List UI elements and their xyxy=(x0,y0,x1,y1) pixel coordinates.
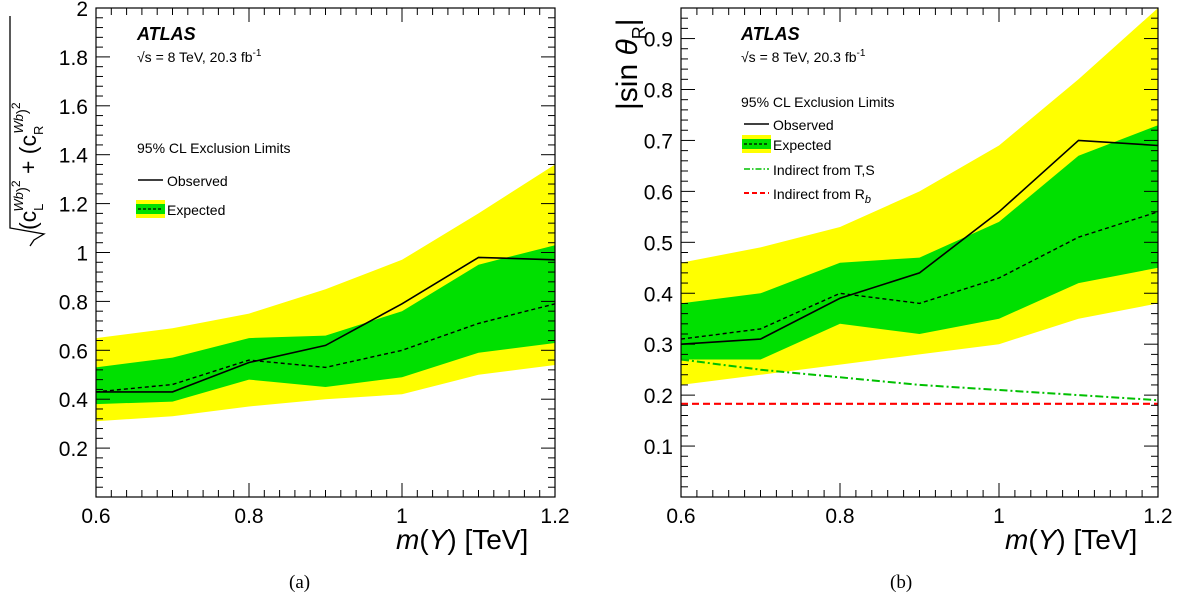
y-tick-label-a: 0.8 xyxy=(59,291,88,314)
y-tick-label-a: 0.2 xyxy=(59,438,88,461)
y-tick-label-b: 0.6 xyxy=(644,181,673,204)
legend-title-b: 95% CL Exclusion Limits xyxy=(741,94,895,110)
y-tick-label-a: 1.8 xyxy=(59,47,88,70)
y-tick-label-b: 0.1 xyxy=(644,436,673,459)
y-tick-label-a: 0.6 xyxy=(59,340,88,363)
y-tick-label-a: 1.6 xyxy=(59,96,88,119)
subfigure-label-a: (a) xyxy=(289,572,311,593)
x-tick-label-b: 0.6 xyxy=(666,505,695,528)
x-tick-label-a: 1 xyxy=(396,505,408,528)
energy-label-a: √s = 8 TeV, 20.3 fb-1 xyxy=(137,48,262,65)
atlas-label-b: ATLAS xyxy=(740,24,800,44)
observed-line-b xyxy=(680,139,1159,345)
x-tick-label-a: 1.2 xyxy=(540,505,569,528)
legend-indirect-ts: Indirect from T,S xyxy=(773,162,875,178)
y-tick-label-a: 1.2 xyxy=(59,194,88,217)
chart-panel-b: 0.6 0.8 1 1.2 0.1 0.2 0.3 0.4 0.5 0.6 0.7 0.8 0.9 A… xyxy=(611,7,1173,555)
y-tick-label-a: 1 xyxy=(76,243,88,266)
observed-line-a xyxy=(96,256,556,393)
xlabel-b: m(Y) [TeV] xyxy=(1005,524,1137,555)
energy-label-b: √s = 8 TeV, 20.3 fb-1 xyxy=(741,48,866,65)
indirect-ts-line xyxy=(680,358,1159,402)
legend-expected-a: Expected xyxy=(167,202,225,218)
atlas-label-a: ATLAS xyxy=(136,24,196,44)
legend-expected-swatch-b xyxy=(742,135,771,153)
legend-indirect-rb: Indirect from Rb xyxy=(773,186,871,206)
legend-observed-a: Observed xyxy=(167,173,228,189)
svg-text:|sin θR|: |sin θR| xyxy=(611,18,649,110)
xlabel-a: m(Y) [TeV] xyxy=(396,524,528,555)
expected-line-a xyxy=(95,303,556,393)
legend-title-a: 95% CL Exclusion Limits xyxy=(137,140,291,156)
svg-text:(cLWb)2 + (cRWb)2: (cLWb)2 + (cRWb)2 xyxy=(9,102,46,230)
expected-line-b xyxy=(680,211,1159,340)
ylabel-b: |sin θR| xyxy=(611,18,649,110)
y-tick-label-b: 0.9 xyxy=(644,29,673,52)
y-tick-label-b: 0.7 xyxy=(644,130,673,153)
y-tick-label-b: 0.2 xyxy=(644,385,673,408)
x-tick-label-b: 1 xyxy=(993,505,1005,528)
band-1sigma-area-b xyxy=(681,125,1158,360)
ylabel-a: (cLWb)2 + (cRWb)2 xyxy=(9,16,46,247)
y-tick-label-b: 0.3 xyxy=(644,334,673,357)
y-tick-label-b: 0.4 xyxy=(644,283,674,306)
x-tick-label-a: 0.8 xyxy=(234,505,263,528)
chart-panel-a: 0.6 0.8 1 1.2 0.2 0.4 0.6 0.8 1 1.2 1.4 1.6 1.8 2 AT… xyxy=(9,0,570,555)
subfigure-label-b: (b) xyxy=(890,572,913,593)
x-tick-label-a: 0.6 xyxy=(81,505,110,528)
x-tick-label-b: 0.8 xyxy=(825,505,854,528)
y-tick-label-a: 0.4 xyxy=(59,389,89,412)
y-tick-label-b: 0.5 xyxy=(644,232,673,255)
y-tick-label-a: 2 xyxy=(76,0,88,21)
band-1sigma-b xyxy=(681,125,1158,360)
band-1sigma-area-a xyxy=(96,245,555,405)
y-tick-label-a: 1.4 xyxy=(59,145,89,168)
legend-expected-swatch-a xyxy=(136,200,165,218)
y-tick-label-b: 0.8 xyxy=(644,80,673,103)
x-tick-label-b: 1.2 xyxy=(1143,505,1172,528)
legend-observed-b: Observed xyxy=(773,117,834,133)
band-1sigma-a xyxy=(96,245,555,405)
legend-expected-b: Expected xyxy=(773,137,831,153)
